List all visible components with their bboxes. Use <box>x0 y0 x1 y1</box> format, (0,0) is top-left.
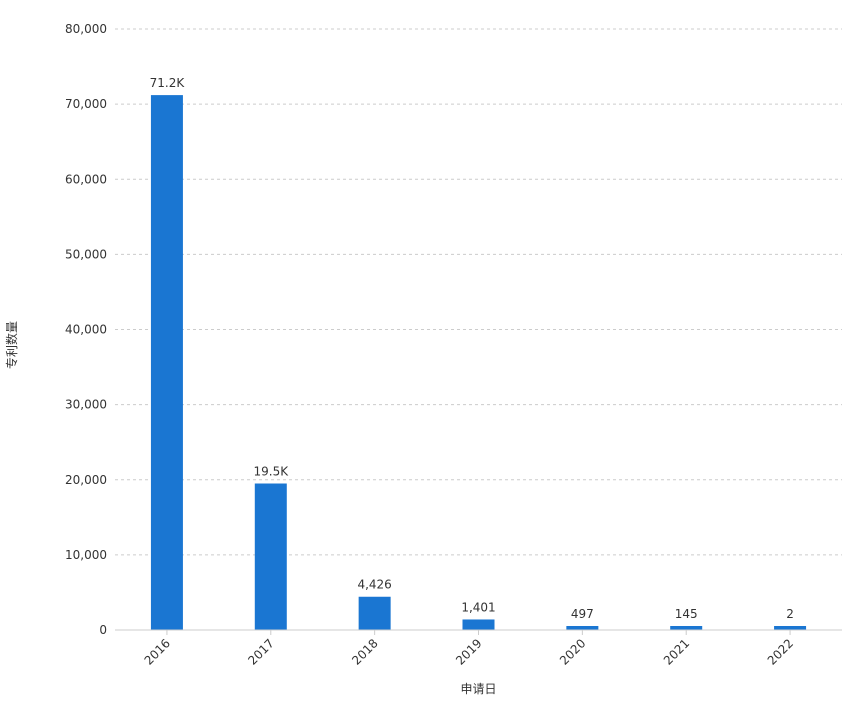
data-label: 2 <box>786 607 794 621</box>
y-tick-label: 70,000 <box>65 97 107 111</box>
x-axis-ticks: 2016 2017 2018 2019 2020 2021 2022 <box>142 630 796 668</box>
y-axis-title: 专利数量 <box>4 321 19 369</box>
x-tick-label: 2021 <box>661 636 692 667</box>
grid-lines <box>115 28 842 556</box>
x-tick-label: 2017 <box>245 636 276 667</box>
y-tick-label: 10,000 <box>65 548 107 562</box>
bar-2020[interactable] <box>566 626 599 630</box>
y-tick-label: 20,000 <box>65 473 107 487</box>
x-axis-title: 申请日 <box>460 682 496 696</box>
bar-2016[interactable] <box>150 95 183 631</box>
data-label: 71.2K <box>150 76 186 90</box>
x-tick-label: 2019 <box>453 636 484 667</box>
bar-2019[interactable] <box>462 619 495 630</box>
bar-2021[interactable] <box>670 626 703 630</box>
data-label: 19.5K <box>253 465 289 479</box>
x-tick-label: 2022 <box>765 636 796 667</box>
data-label: 1,401 <box>461 600 495 614</box>
data-label: 497 <box>571 607 594 621</box>
bars <box>150 95 807 631</box>
x-tick-label: 2020 <box>557 636 588 667</box>
y-tick-label: 30,000 <box>65 398 107 412</box>
bar-2018[interactable] <box>358 596 391 630</box>
data-label: 4,426 <box>357 578 391 592</box>
y-tick-label: 50,000 <box>65 247 107 261</box>
data-labels: 71.2K 19.5K 4,426 1,401 497 145 2 <box>150 76 794 621</box>
y-axis-ticks: 0 10,000 20,000 30,000 40,000 50,000 60,000 70,… <box>65 22 107 637</box>
y-tick-label: 0 <box>99 623 107 637</box>
y-tick-label: 40,000 <box>65 323 107 337</box>
bar-2022[interactable] <box>774 626 807 630</box>
x-tick-label: 2018 <box>349 636 380 667</box>
bar-2017[interactable] <box>254 483 287 630</box>
y-tick-label: 80,000 <box>65 22 107 36</box>
y-tick-label: 60,000 <box>65 172 107 186</box>
x-tick-label: 2016 <box>142 636 173 667</box>
data-label: 145 <box>675 607 698 621</box>
